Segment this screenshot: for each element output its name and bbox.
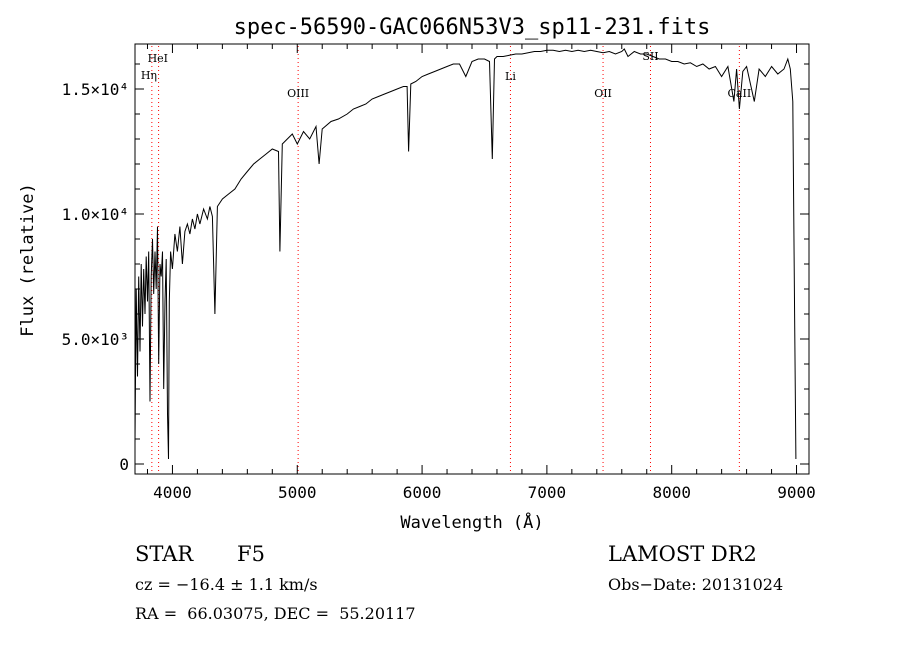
spectrum-series-line xyxy=(134,48,797,460)
x-axis-label: Wavelength (Å) xyxy=(400,511,543,533)
spectral-line-label: HeI xyxy=(148,52,168,65)
spectral-line-label: OIII xyxy=(287,87,309,100)
redshift-velocity: cz = −16.4 ± 1.1 km/s xyxy=(135,575,318,594)
spectral-line-markers: HeI Hη OIII Li OII SII CaII xyxy=(141,46,751,474)
chart-title: spec-56590-GAC066N53V3_sp11-231.fits xyxy=(234,15,711,40)
coordinates: RA = 66.03075, DEC = 55.20117 xyxy=(135,604,416,623)
spectral-line-label: CaII xyxy=(728,87,752,100)
subclass: F5 xyxy=(237,542,265,566)
x-tick-label: 5000 xyxy=(278,483,317,502)
y-axis-label: Flux (relative) xyxy=(18,183,38,337)
data-release: LAMOST DR2 xyxy=(608,542,757,566)
y-tick-label: 0 xyxy=(119,455,129,474)
x-tick-label: 7000 xyxy=(528,483,567,502)
plot-area xyxy=(134,48,797,460)
x-tick-label: 9000 xyxy=(777,483,816,502)
spectrum-chart: spec-56590-GAC066N53V3_sp11-231.fits Flu… xyxy=(18,15,816,533)
object-class: STAR xyxy=(135,542,194,566)
spectral-line-label: SII xyxy=(642,50,658,63)
plot-frame xyxy=(134,43,810,475)
x-tick-label: 8000 xyxy=(652,483,691,502)
axes: 4000 5000 6000 7000 8000 9000 0 5.0×10³ 1.0×10⁴ 1… xyxy=(62,44,816,502)
x-tick-label: 4000 xyxy=(153,483,192,502)
spectral-line-label: Li xyxy=(505,70,516,83)
x-tick-label: 6000 xyxy=(403,483,442,502)
spectral-line-label: OII xyxy=(594,87,612,100)
y-tick-label: 1.0×10⁴ xyxy=(62,205,129,224)
y-tick-label: 5.0×10³ xyxy=(62,330,129,349)
spectral-line-label: Hη xyxy=(141,69,157,82)
observation-date: Obs−Date: 20131024 xyxy=(608,575,784,594)
y-tick-label: 1.5×10⁴ xyxy=(62,80,129,99)
